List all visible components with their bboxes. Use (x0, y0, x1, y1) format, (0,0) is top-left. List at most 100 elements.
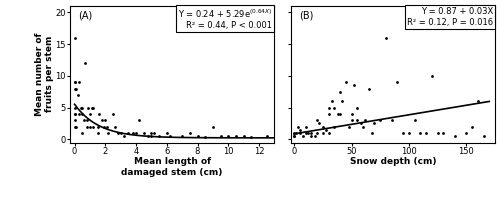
Point (319, 125, 327, 128)
Point (468, 125, 476, 128)
Point (86, 112, 94, 116)
Point (416, 131, 424, 135)
Point (324, 112, 332, 116)
Point (348, 119, 356, 122)
Point (100, 125, 108, 128)
Point (78, 106, 86, 109)
Point (140, 131, 147, 135)
Point (104, 131, 112, 135)
Point (410, 119, 418, 122)
Point (94, 131, 102, 135)
Point (322, 128, 330, 131)
Point (178, 135, 186, 138)
Text: (B): (B) (299, 10, 313, 20)
Point (345, 125, 353, 128)
Point (78, 112, 86, 116)
Point (194, 135, 202, 138)
Point (98, 119, 106, 122)
Point (224, 135, 232, 138)
Point (72, 125, 80, 128)
Point (342, 81, 350, 84)
Point (89, 125, 97, 128)
Point (313, 119, 321, 122)
Point (300, 135, 308, 138)
Point (70, 112, 78, 116)
Point (362, 119, 370, 122)
Point (290, 135, 298, 138)
Point (86, 125, 94, 128)
X-axis label: Snow depth (cm): Snow depth (cm) (350, 157, 436, 166)
Point (82, 62, 90, 65)
Point (216, 135, 224, 138)
Y-axis label: Mean number of
fruits per stem: Mean number of fruits per stem (34, 32, 54, 116)
Point (324, 131, 332, 135)
Point (294, 125, 302, 128)
Point (148, 131, 156, 135)
Point (74, 93, 82, 96)
Point (95, 112, 103, 116)
Point (75, 112, 83, 116)
Point (296, 131, 304, 135)
Point (302, 131, 310, 135)
Point (148, 135, 156, 138)
Point (70, 87, 78, 90)
Point (248, 136, 256, 139)
Point (480, 135, 488, 138)
Point (109, 112, 117, 116)
Point (292, 131, 300, 135)
Point (394, 81, 402, 84)
Point (399, 131, 407, 135)
Point (336, 90, 344, 93)
Point (102, 119, 110, 122)
Point (354, 106, 362, 109)
Point (319, 131, 327, 135)
Point (304, 131, 312, 135)
Point (114, 131, 122, 135)
Text: Y = 0.87 + 0.03X
R² = 0.12, P = 0.016: Y = 0.87 + 0.03X R² = 0.12, P = 0.016 (407, 7, 493, 27)
Point (120, 135, 128, 138)
Point (209, 125, 217, 128)
Point (110, 125, 118, 128)
Point (135, 119, 143, 122)
Point (77, 106, 85, 109)
Point (330, 125, 338, 128)
Point (462, 131, 470, 135)
Point (311, 135, 319, 138)
Point (150, 131, 158, 135)
Point (474, 100, 482, 103)
Point (124, 131, 132, 135)
Point (364, 87, 372, 90)
Point (440, 131, 448, 135)
Point (72, 87, 80, 90)
Point (382, 36, 390, 39)
Point (350, 84, 358, 87)
Point (334, 112, 342, 116)
Point (338, 100, 346, 103)
Point (70, 119, 78, 122)
Point (316, 122, 324, 125)
Point (88, 106, 96, 109)
Point (70, 81, 78, 84)
Point (330, 106, 338, 109)
Point (336, 112, 344, 116)
Point (451, 135, 459, 138)
Point (388, 119, 396, 122)
Point (354, 119, 362, 122)
Point (186, 131, 194, 135)
Point (144, 135, 152, 138)
Point (232, 135, 240, 138)
Point (328, 100, 336, 103)
Point (132, 131, 140, 135)
Point (348, 112, 356, 116)
X-axis label: Mean length of
damaged stem (cm): Mean length of damaged stem (cm) (122, 157, 223, 176)
Point (94, 125, 102, 128)
Point (166, 135, 174, 138)
Point (302, 125, 310, 128)
Point (78, 131, 86, 135)
Point (308, 135, 316, 138)
Point (84, 106, 92, 109)
Point (296, 128, 304, 131)
Point (70, 81, 78, 84)
Point (83, 119, 91, 122)
Point (290, 135, 298, 138)
